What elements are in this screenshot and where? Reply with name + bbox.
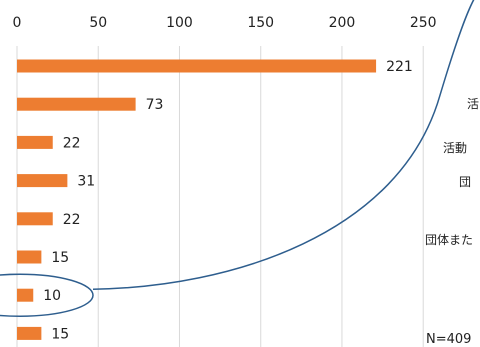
gridlines [16,46,424,347]
bar [17,135,53,149]
sample-size-label: N=409 [426,332,471,347]
x-axis-ticks: 0 50 100 150 200 250 [13,15,437,31]
side-text: 活 [467,97,479,111]
data-label: 15 [51,326,69,342]
side-text: 活動 [443,141,467,155]
bar [17,59,377,73]
x-tick-label: 50 [89,15,107,31]
bars [17,59,377,340]
bar [17,174,68,188]
bar [17,212,53,226]
bar [17,326,42,340]
callout-curve [92,0,475,290]
data-label: 10 [43,288,61,304]
highlight-ellipse [0,273,94,317]
data-label: 22 [63,135,81,151]
data-label: 31 [77,174,95,190]
highlight-callout [0,0,475,317]
x-tick-label: 0 [13,15,22,31]
side-text: 団 [459,175,471,189]
bar [17,288,34,302]
bar [17,250,42,264]
data-label: 15 [51,250,69,266]
x-tick-label: 150 [247,15,274,31]
side-text: 団体また [425,233,473,247]
data-label: 22 [63,212,81,228]
x-tick-label: 200 [329,15,356,31]
data-labels: 221 73 22 31 22 15 10 15 [43,59,413,342]
x-tick-label: 100 [166,15,193,31]
data-label: 73 [146,97,164,113]
data-label: 221 [386,59,413,75]
bar [17,97,136,111]
x-tick-label: 250 [410,15,437,31]
